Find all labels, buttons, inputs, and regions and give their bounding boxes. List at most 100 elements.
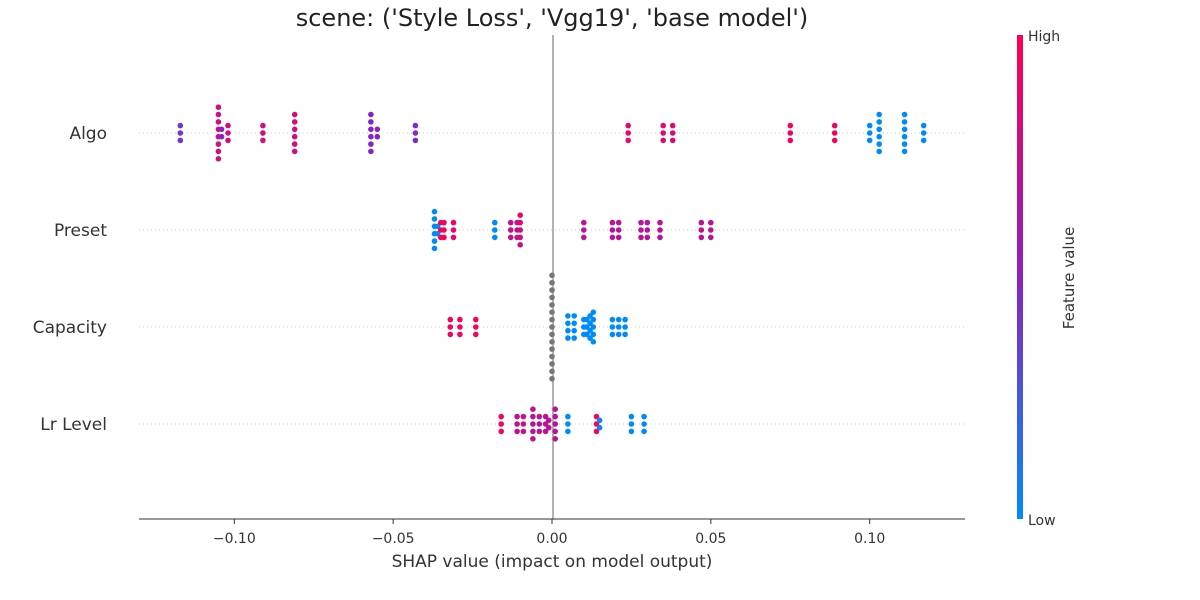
x-tick-label: 0.05 xyxy=(695,531,726,547)
colorbar-title: Feature value xyxy=(1060,227,1078,329)
shap-point xyxy=(412,122,419,129)
shap-point xyxy=(866,122,873,129)
shap-point xyxy=(549,339,555,345)
shap-point xyxy=(552,421,558,427)
shap-point xyxy=(530,436,536,442)
shap-point xyxy=(536,428,543,435)
shap-point xyxy=(609,331,616,338)
shap-point xyxy=(876,141,882,147)
shap-point xyxy=(901,148,908,155)
shap-point xyxy=(587,335,593,341)
shap-point xyxy=(866,137,873,144)
shap-point xyxy=(549,331,555,338)
shap-point xyxy=(549,302,555,308)
shap-point xyxy=(920,122,927,129)
shap-point xyxy=(901,133,908,140)
chart-title: scene: ('Style Loss', 'Vgg19', 'base mod… xyxy=(296,4,809,32)
shap-point xyxy=(615,227,622,233)
shap-point xyxy=(549,287,555,293)
shap-point xyxy=(368,119,374,125)
shap-point xyxy=(431,245,438,252)
shap-point xyxy=(625,130,631,136)
shap-point xyxy=(876,148,882,155)
shap-point xyxy=(434,230,441,237)
shap-point xyxy=(622,331,628,338)
shap-point xyxy=(517,234,523,241)
shap-point xyxy=(530,413,536,420)
shap-point xyxy=(291,119,298,125)
shap-point xyxy=(507,234,514,241)
shap-point xyxy=(549,324,555,330)
shap-point xyxy=(609,227,616,233)
shap-point xyxy=(225,137,231,144)
shap-point xyxy=(431,238,438,244)
shap-point xyxy=(431,208,438,215)
shap-point xyxy=(450,227,457,233)
shap-point xyxy=(593,421,600,427)
shap-point xyxy=(431,216,438,222)
shap-point xyxy=(260,130,266,136)
shap-point xyxy=(644,234,651,241)
feature-labels: Algo Preset Capacity Lr Level xyxy=(33,124,108,435)
shap-point xyxy=(584,331,590,338)
shap-point xyxy=(596,424,603,431)
shap-point xyxy=(581,219,587,226)
shap-points xyxy=(177,104,927,442)
shap-point xyxy=(641,413,647,420)
shap-point xyxy=(565,421,571,427)
shap-point xyxy=(514,428,520,435)
shap-point xyxy=(590,324,597,330)
shap-point xyxy=(660,122,666,129)
shap-point xyxy=(549,294,555,301)
shap-point xyxy=(571,327,577,334)
shap-point xyxy=(584,316,590,323)
shap-point xyxy=(565,327,571,334)
shap-point xyxy=(628,421,635,427)
shap-point xyxy=(549,309,555,316)
shap-point xyxy=(412,130,419,136)
shap-point xyxy=(698,234,705,241)
shap-point xyxy=(291,148,298,155)
colorbar-high-label: High xyxy=(1028,29,1060,45)
x-tick-label: −0.10 xyxy=(213,531,256,547)
shap-point xyxy=(549,361,555,367)
shap-point xyxy=(492,234,498,241)
shap-point xyxy=(609,324,616,330)
shap-point xyxy=(177,122,184,129)
shap-point xyxy=(565,428,571,435)
shap-point xyxy=(587,320,593,327)
shap-point xyxy=(546,424,552,431)
shap-point xyxy=(901,126,908,133)
shap-point xyxy=(177,130,184,136)
shap-point xyxy=(457,316,463,323)
shap-point xyxy=(641,428,647,435)
shap-point xyxy=(291,133,298,140)
shap-point xyxy=(447,324,454,330)
shap-point xyxy=(660,137,666,144)
shap-point xyxy=(571,313,577,319)
shap-point xyxy=(669,130,676,136)
shap-point xyxy=(628,428,635,435)
shap-point xyxy=(441,227,447,233)
shap-point xyxy=(901,111,908,118)
shap-point xyxy=(609,316,616,323)
colorbar-low-label: Low xyxy=(1028,513,1056,529)
shap-point xyxy=(698,227,705,233)
shap-point xyxy=(498,421,505,427)
shap-point xyxy=(517,212,523,218)
shap-point xyxy=(520,428,527,435)
shap-point xyxy=(615,219,622,226)
shap-point xyxy=(876,133,882,140)
shap-point xyxy=(552,413,558,420)
shap-point xyxy=(549,375,555,382)
shap-point xyxy=(412,137,419,144)
shap-point xyxy=(517,227,523,233)
shap-point xyxy=(260,137,266,144)
shap-point xyxy=(590,316,597,323)
x-tick-label: 0.10 xyxy=(854,531,885,547)
shap-point xyxy=(215,148,222,155)
shap-point xyxy=(581,234,587,241)
x-axis-ticks: −0.10 −0.05 0.00 0.05 0.10 xyxy=(213,519,885,547)
x-tick-label: −0.05 xyxy=(372,531,415,547)
